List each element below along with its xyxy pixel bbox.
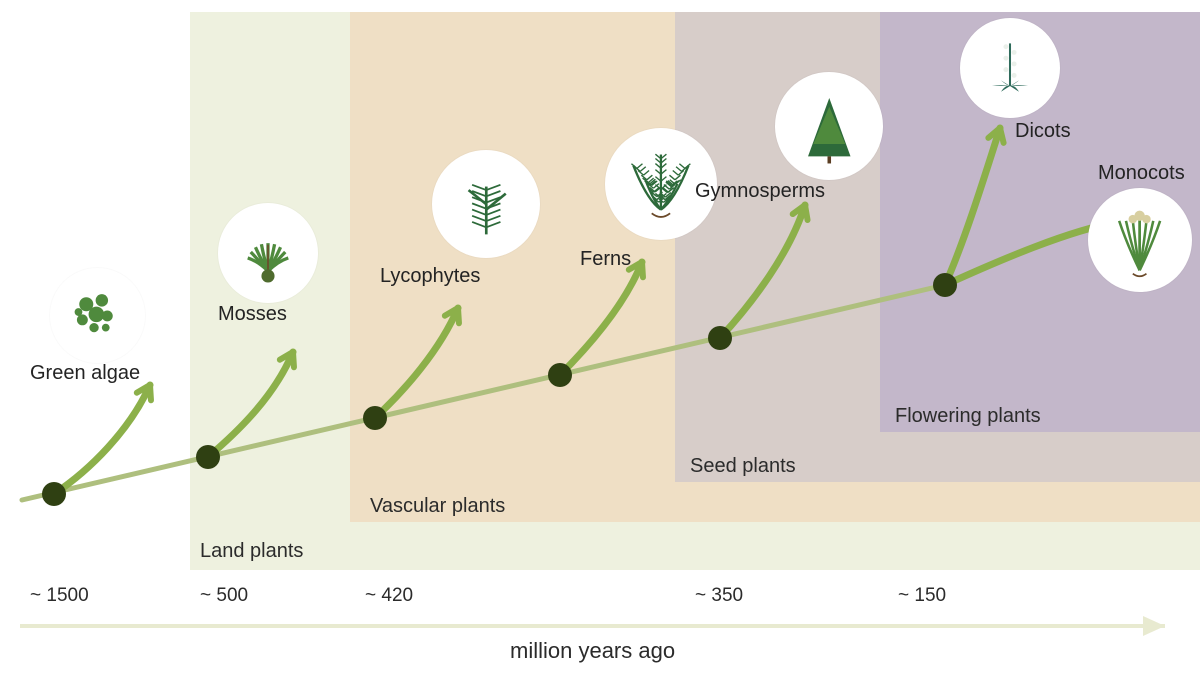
group-label: Ferns	[580, 248, 631, 271]
gymno-thumb	[775, 72, 883, 180]
timeline-tick: ~ 150	[898, 585, 946, 607]
region-label-vascular: Vascular plants	[370, 495, 505, 518]
plant-evolution-diagram: Green algae Mosses Lycophytes Ferns Gymnospe…	[0, 0, 1200, 687]
timeline-tick: ~ 420	[365, 585, 413, 607]
algae-thumb	[50, 268, 145, 363]
timeline-tick: ~ 500	[200, 585, 248, 607]
axis-title: million years ago	[510, 638, 675, 664]
moss-thumb	[218, 203, 318, 303]
group-label: Green algae	[30, 362, 140, 385]
lyco-thumb	[432, 150, 540, 258]
timeline-tick: ~ 350	[695, 585, 743, 607]
dicot-thumb	[960, 18, 1060, 118]
region-label-flowering: Flowering plants	[895, 405, 1041, 428]
monocot-thumb	[1088, 188, 1192, 292]
group-label: Monocots	[1098, 162, 1185, 185]
group-label: Lycophytes	[380, 265, 480, 288]
group-label: Mosses	[218, 303, 287, 326]
group-label: Gymnosperms	[695, 180, 825, 203]
group-label: Dicots	[1015, 120, 1071, 143]
timeline-tick: ~ 1500	[30, 585, 89, 607]
region-label-seed: Seed plants	[690, 455, 796, 478]
region-label-land: Land plants	[200, 540, 303, 563]
